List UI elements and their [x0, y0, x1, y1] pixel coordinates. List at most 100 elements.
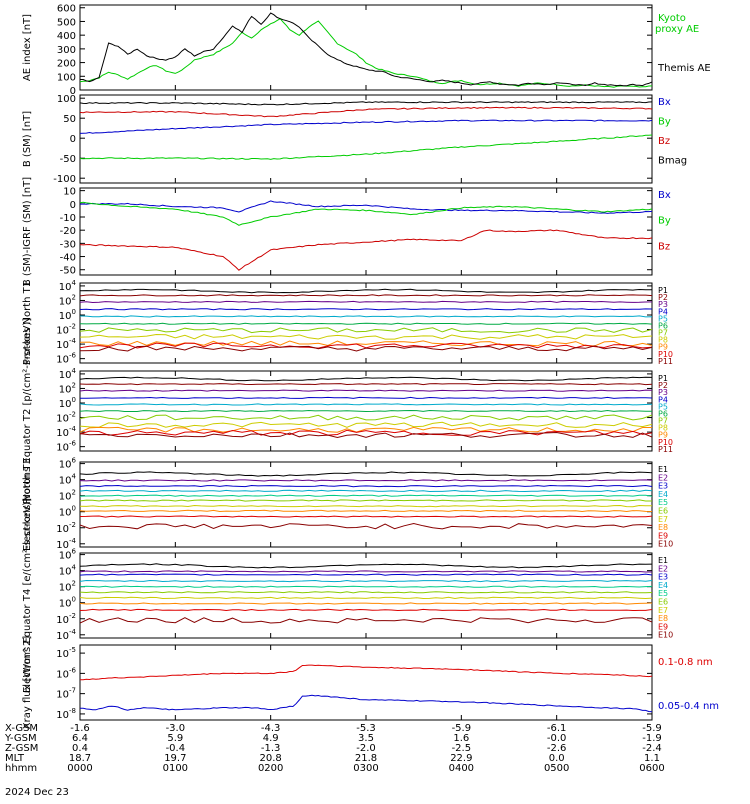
ephemeris-value: -5.9 [642, 723, 662, 734]
series-line [80, 403, 652, 406]
y-tick-label: 10-2 [56, 521, 76, 535]
series-line [80, 134, 652, 160]
series-line [80, 499, 652, 502]
series-line [80, 18, 652, 88]
y-tick-label: 200 [57, 59, 76, 70]
legend-entry: E10 [658, 631, 673, 640]
series-line [80, 429, 652, 436]
y-tick-label: -10 [60, 213, 76, 224]
y-tick-label: 106 [59, 548, 77, 562]
y-axis-label: Xray flux [W/m^2] [22, 636, 33, 730]
legend-entry: 0.1-0.8 nm [658, 657, 713, 668]
y-axis-label: Electrons Equator T4 [e/(cm²-s-sr-keV)] [22, 498, 33, 693]
series-line [80, 396, 652, 399]
y-tick-label: 600 [57, 4, 76, 15]
series-line [80, 376, 652, 382]
y-axis-label: Protons North T1 [22, 281, 33, 365]
y-tick-label: 0 [70, 134, 76, 145]
legend-entry: P3 [658, 388, 668, 397]
series-line [80, 288, 652, 294]
y-axis-label: Protons Equator T2 [p/(cm²-s-sr-keV)] [22, 318, 33, 505]
y-tick-label: 100 [59, 396, 76, 410]
series-line [80, 327, 652, 334]
y-tick-label: 10-4 [56, 425, 76, 439]
series-line [80, 340, 652, 347]
ephemeris-value: -6.1 [547, 723, 567, 734]
series-line [80, 431, 652, 439]
ephemeris-value: -3.0 [166, 723, 186, 734]
y-tick-label: 10-7 [56, 687, 76, 701]
legend-entry: E7 [658, 606, 668, 615]
y-tick-label: 100 [59, 505, 76, 519]
ephemeris-value: 0.4 [72, 743, 88, 754]
y-tick-label: 10-4 [56, 628, 76, 642]
legend-entry: P4 [658, 307, 668, 316]
ephemeris-value: -5.3 [356, 723, 376, 734]
legend-entry: E4 [658, 490, 668, 499]
y-tick-label: 100 [59, 596, 76, 610]
legend-entry: Bx [658, 97, 671, 108]
ephemeris-value: -2.6 [547, 743, 567, 754]
ephemeris-value: -0.0 [547, 733, 567, 744]
ephemeris-value: 0600 [639, 763, 664, 774]
legend-entry: Bx [658, 190, 671, 201]
legend-entry: P5 [658, 314, 668, 323]
y-tick-label: 10-6 [56, 666, 76, 680]
y-tick-label: 106 [59, 457, 77, 471]
series-line [80, 389, 652, 392]
ephemeris-value: 22.9 [450, 753, 472, 764]
ephemeris-value: 3.5 [358, 733, 374, 744]
ephemeris-value: -1.9 [642, 733, 662, 744]
ephemeris-value: 20.8 [260, 753, 282, 764]
y-tick-label: 104 [59, 564, 77, 578]
legend-entry: E9 [658, 531, 668, 540]
ephemeris-value: 6.4 [72, 733, 88, 744]
legend-entry: P5 [658, 402, 668, 411]
legend-entry: P8 [658, 336, 668, 345]
legend-entry: E3 [658, 573, 668, 582]
y-tick-label: -40 [60, 253, 76, 264]
legend-entry: E10 [658, 540, 673, 549]
legend-entry: Bz [658, 136, 670, 147]
y-tick-label: -50 [60, 154, 76, 165]
series-line [80, 596, 652, 600]
legend-entry: P11 [658, 357, 673, 366]
legend-entry: E6 [658, 598, 668, 607]
legend-entry: E8 [658, 614, 668, 623]
series-line [80, 494, 652, 497]
ephemeris-value: -2.0 [356, 743, 376, 754]
series-line [80, 200, 652, 214]
series-line [80, 471, 652, 477]
series-line [80, 421, 652, 428]
ephemeris-value: -2.5 [452, 743, 472, 754]
series-line [80, 300, 652, 304]
ephemeris-value: 21.8 [355, 753, 377, 764]
panel-frame [79, 552, 653, 639]
series-line [80, 294, 652, 297]
legend-entry: Themis AE [657, 63, 711, 74]
y-axis-label: B (SM)-IGRF (SM) [nT] [22, 177, 33, 286]
series-line [80, 617, 652, 624]
series-line [80, 229, 652, 271]
series-line [80, 308, 652, 311]
ephemeris-value: 0.0 [549, 753, 565, 764]
legend-entry: P7 [658, 417, 668, 426]
y-tick-label: 300 [57, 45, 76, 56]
y-tick-label: 10-4 [56, 337, 76, 351]
legend-entry: 0.05-0.4 nm [658, 701, 719, 712]
legend-entry: P3 [658, 300, 668, 309]
legend-entry: P8 [658, 424, 668, 433]
ephemeris-value: 0200 [258, 763, 283, 774]
ephemeris-row-label: Y-GSM [4, 733, 37, 744]
y-tick-label: 10-6 [56, 440, 76, 454]
series-line [80, 333, 652, 340]
ephemeris-value: 19.7 [164, 753, 186, 764]
y-tick-label: 10-2 [56, 323, 76, 337]
legend-entry: Bz [658, 241, 670, 252]
legend-entry: Bmag [658, 156, 687, 167]
legend-entry: P1 [658, 374, 668, 383]
y-tick-label: 102 [59, 381, 76, 395]
series-line [80, 570, 652, 573]
series-line [80, 12, 652, 87]
series-line [80, 119, 652, 134]
